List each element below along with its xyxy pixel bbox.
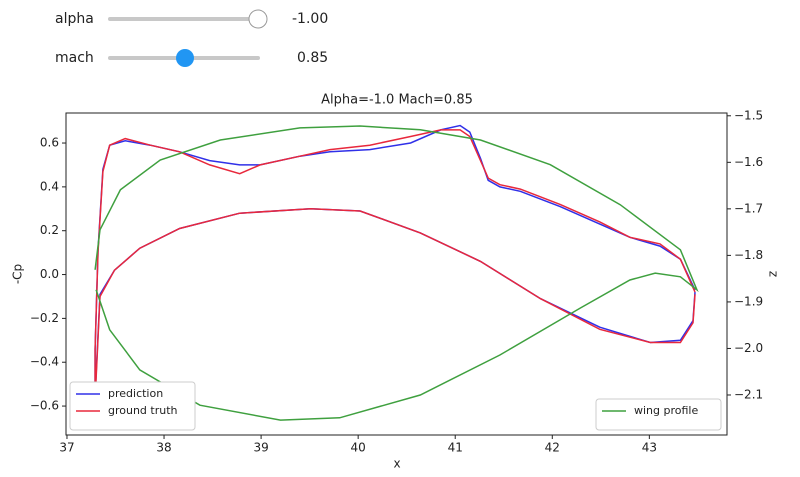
plot-frame [65,112,728,436]
y-axis-label: -Cp [11,264,25,284]
y-tick-label: 0.0 [40,267,59,281]
slider-label: mach [55,50,94,66]
y-tick-label: 0.6 [40,136,59,150]
slider-value: -1.00 [292,11,328,27]
y2-axis-label: z [766,271,780,277]
legend-label: wing profile [634,404,698,417]
x-tick-label: 42 [545,441,560,455]
y2-tick-label: −1.8 [734,248,763,262]
x-tick-label: 37 [59,441,74,455]
legend-box [69,381,196,431]
legend-label: prediction [108,387,163,400]
y2-tick-label: −1.6 [734,155,763,169]
series-line [94,125,699,421]
y-tick-label: −0.4 [30,355,59,369]
x-axis-label: x [393,457,400,471]
x-tick-label: 41 [448,441,463,455]
slider-value: 0.85 [297,50,328,66]
y2-tick-label: −2.0 [734,341,763,355]
x-tick-label: 39 [253,441,268,455]
y-tick-label: 0.4 [40,179,59,193]
legend-box [595,398,722,431]
slider-label: alpha [55,11,94,27]
y-tick-label: −0.6 [30,399,59,413]
y2-tick-label: −1.7 [734,201,763,215]
x-tick-label: 43 [642,441,657,455]
series-line [94,124,696,396]
y2-tick-label: −1.5 [734,108,763,122]
slider-knob[interactable] [176,49,194,67]
y2-tick-label: −1.9 [734,294,763,308]
y-tick-label: −0.2 [30,311,59,325]
chart-title: Alpha=-1.0 Mach=0.85 [321,93,473,108]
y2-tick-label: −2.1 [734,387,763,401]
x-tick-label: 38 [156,441,171,455]
series-line [94,129,696,400]
y-tick-label: 0.2 [40,223,59,237]
x-tick-label: 40 [351,441,366,455]
slider-knob[interactable] [248,9,268,29]
legend-label: ground truth [108,404,178,417]
